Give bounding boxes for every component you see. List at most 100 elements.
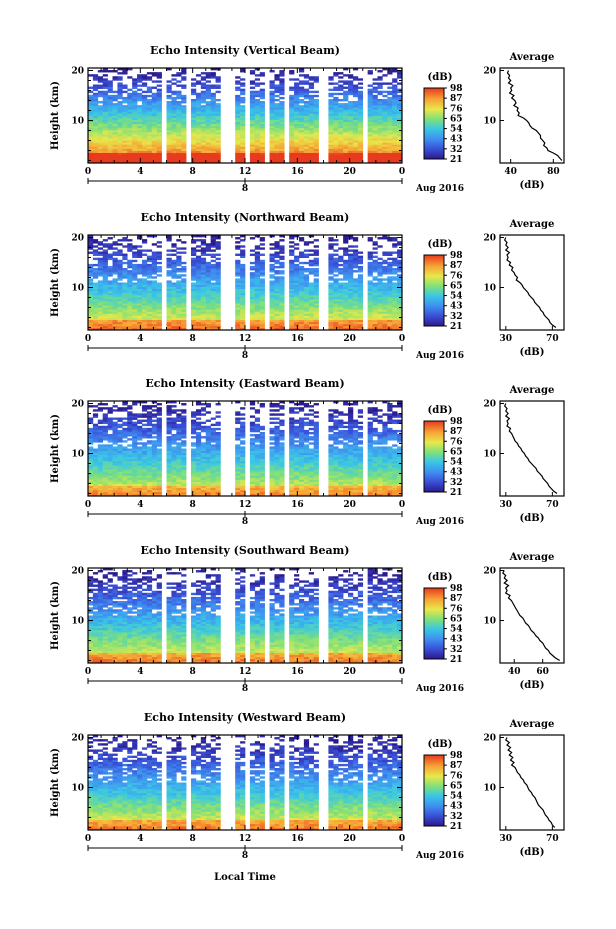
- heatmap-cell: [146, 311, 153, 314]
- heatmap-cell: [176, 154, 182, 158]
- heatmap-cell: [122, 473, 128, 476]
- heatmap-cell: [343, 156, 349, 160]
- heatmap-cell: [274, 158, 280, 162]
- heatmap-cell: [200, 123, 207, 127]
- heatmap-cell: [122, 465, 128, 468]
- heatmap-cell: [88, 245, 94, 248]
- heatmap-cell: [107, 138, 113, 141]
- heatmap-cell: [117, 121, 123, 125]
- heatmap-cell: [279, 150, 285, 153]
- heatmap-cell: [259, 134, 265, 137]
- heatmap-cell: [92, 475, 99, 478]
- heatmap-cell: [166, 299, 172, 302]
- heatmap-cell: [122, 475, 128, 478]
- heatmap-cell: [269, 160, 275, 164]
- heatmap-cell: [117, 431, 123, 435]
- heatmap-cell: [328, 247, 334, 250]
- heatmap-cell: [127, 109, 133, 112]
- heatmap-cell: [181, 280, 187, 283]
- heatmap-cell: [146, 282, 153, 285]
- heatmap-cell: [127, 263, 133, 267]
- heatmap-cell: [205, 105, 211, 108]
- heatmap-cell: [372, 305, 378, 308]
- heatmap-cell: [387, 317, 393, 320]
- heatmap-cell: [210, 253, 216, 256]
- heatmap-cell: [102, 429, 108, 433]
- heatmap-cell: [122, 471, 128, 474]
- heatmap-cell: [102, 105, 108, 108]
- heatmap-cell: [377, 286, 383, 289]
- heatmap-cell: [328, 319, 334, 323]
- heatmap-cell: [205, 144, 211, 147]
- heatmap-cell: [137, 237, 143, 240]
- heatmap-cell: [137, 307, 143, 310]
- heatmap-cell: [112, 121, 118, 125]
- heatmap-cell: [328, 82, 334, 85]
- heatmap-cell: [137, 109, 143, 112]
- heatmap-cell: [343, 323, 349, 327]
- heatmap-cell: [303, 243, 310, 246]
- heatmap-cell: [215, 86, 221, 89]
- heatmap-cell: [303, 96, 310, 100]
- heatmap-cell: [235, 268, 241, 271]
- heatmap-cell: [141, 413, 148, 416]
- heatmap-cell: [200, 299, 207, 302]
- heatmap-cell: [343, 270, 349, 273]
- heatmap-cell: [352, 290, 359, 294]
- heatmap-cell: [210, 142, 216, 145]
- heatmap-cell: [240, 146, 246, 149]
- heatmap-cell: [387, 294, 393, 298]
- heatmap-cell: [181, 96, 187, 100]
- heatmap-cell: [279, 92, 285, 96]
- heatmap-cell: [92, 438, 99, 441]
- heatmap-cell: [200, 323, 207, 327]
- heatmap-cell: [382, 160, 388, 164]
- heatmap-cell: [397, 278, 403, 281]
- heatmap-cell: [352, 119, 359, 122]
- heatmap-cell: [382, 125, 388, 129]
- heatmap-cell: [338, 299, 344, 302]
- heatmap-cell: [92, 105, 99, 108]
- heatmap-cell: [210, 160, 216, 164]
- heatmap-cell: [240, 98, 246, 102]
- heatmap-cell: [112, 307, 118, 310]
- heatmap-cell: [308, 86, 314, 89]
- heatmap-cell: [303, 325, 310, 329]
- heatmap-cell: [308, 94, 314, 98]
- heatmap-cell: [215, 98, 221, 102]
- heatmap-cell: [348, 150, 354, 153]
- heatmap-cell: [348, 152, 354, 156]
- heatmap-cell: [210, 301, 216, 304]
- heatmap-cell: [279, 72, 285, 75]
- heatmap-cell: [137, 471, 143, 474]
- heatmap-cell: [117, 272, 123, 275]
- heatmap-cell: [88, 156, 94, 160]
- heatmap-cell: [122, 68, 128, 71]
- heatmap-cell: [377, 119, 383, 122]
- heatmap-cell: [303, 154, 310, 158]
- heatmap-cell: [97, 465, 104, 468]
- heatmap-cell: [298, 117, 305, 120]
- heatmap-cell: [166, 154, 172, 158]
- heatmap-cell: [112, 290, 118, 294]
- heatmap-cell: [137, 436, 143, 439]
- heatmap-cell: [122, 282, 128, 285]
- heatmap-cell: [88, 456, 94, 460]
- heatmap-cell: [328, 282, 334, 285]
- heatmap-cell: [122, 148, 128, 151]
- heatmap-cell: [377, 299, 383, 302]
- heatmap-cell: [298, 154, 305, 158]
- heatmap-cell: [137, 303, 143, 306]
- heatmap-cell: [132, 403, 138, 406]
- heatmap-cell: [156, 317, 162, 320]
- heatmap-cell: [166, 119, 172, 122]
- heatmap-cell: [392, 123, 398, 127]
- heatmap-cell: [191, 251, 197, 254]
- heatmap-cell: [352, 150, 359, 153]
- heatmap-cell: [259, 105, 265, 108]
- heatmap-cell: [171, 276, 177, 279]
- heatmap-cell: [176, 144, 182, 147]
- heatmap-cell: [146, 160, 153, 164]
- avg-y-tick-label: 10: [483, 284, 496, 294]
- heatmap-cell: [117, 152, 123, 156]
